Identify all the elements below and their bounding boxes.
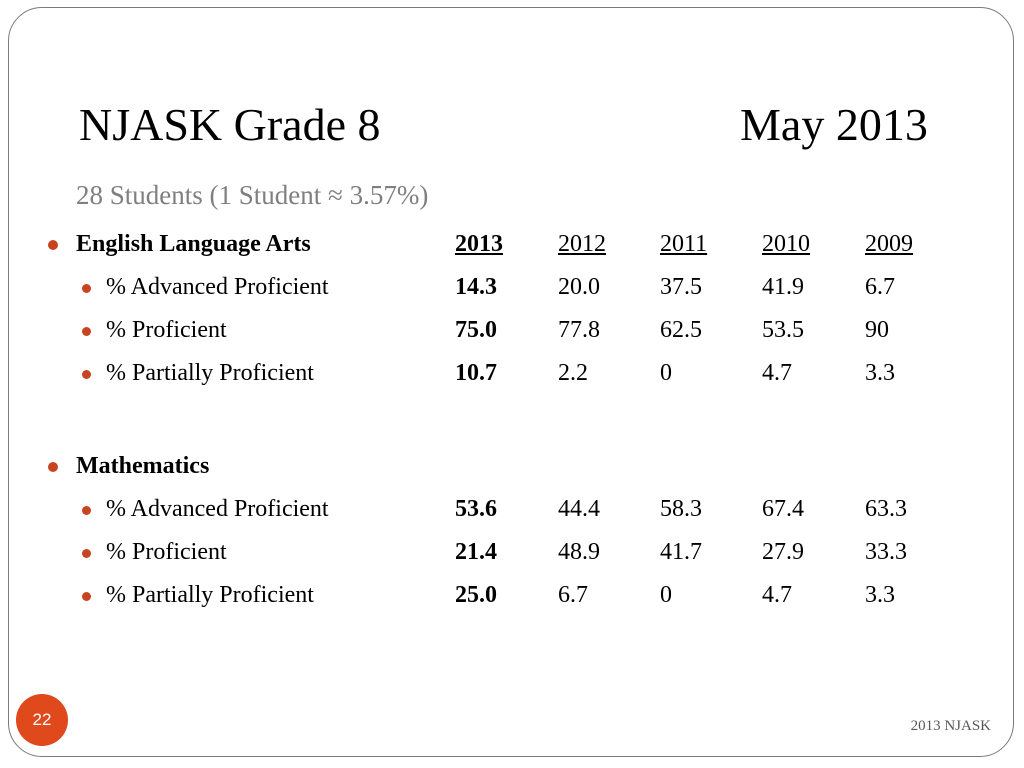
bullet-icon (82, 370, 91, 379)
year-header-2010: 2010 (762, 231, 810, 257)
value-2012: 20.0 (558, 274, 600, 300)
bullet-icon (82, 592, 91, 601)
footer-text: 2013 NJASK (910, 718, 991, 734)
row-label: % Partially Proficient (106, 582, 314, 608)
ela-proficient-row: % Proficient 75.0 77.8 62.5 53.5 90 (0, 313, 1024, 347)
value-2009: 63.3 (865, 496, 907, 522)
value-2013: 53.6 (455, 496, 497, 522)
year-header-2013: 2013 (455, 231, 503, 257)
year-header-2012: 2012 (558, 231, 606, 257)
student-count-subtitle: 28 Students (1 Student ≈ 3.57%) (76, 180, 429, 210)
value-2012: 2.2 (558, 360, 588, 386)
value-2010: 41.9 (762, 274, 804, 300)
value-2013: 25.0 (455, 582, 497, 608)
value-2010: 4.7 (762, 360, 792, 386)
value-2013: 21.4 (455, 539, 497, 565)
value-2012: 44.4 (558, 496, 600, 522)
year-header-2011: 2011 (660, 231, 708, 257)
ela-partially-proficient-row: % Partially Proficient 10.7 2.2 0 4.7 3.… (0, 356, 1024, 390)
row-label: % Partially Proficient (106, 360, 314, 386)
slide-date: May 2013 (740, 99, 928, 150)
value-2013: 75.0 (455, 317, 497, 343)
bullet-icon (82, 506, 91, 515)
page-number-badge: 22 (16, 694, 68, 746)
bullet-icon (82, 549, 91, 558)
slide-title: NJASK Grade 8 (79, 99, 381, 150)
row-label: % Proficient (106, 317, 227, 343)
value-2013: 10.7 (455, 360, 497, 386)
bullet-icon (82, 327, 91, 336)
math-partially-proficient-row: % Partially Proficient 25.0 6.7 0 4.7 3.… (0, 578, 1024, 612)
row-label: % Advanced Proficient (106, 274, 329, 300)
value-2011: 0 (660, 582, 672, 608)
value-2009: 3.3 (865, 582, 895, 608)
value-2011: 58.3 (660, 496, 702, 522)
bullet-icon (82, 284, 91, 293)
value-2009: 3.3 (865, 360, 895, 386)
value-2010: 67.4 (762, 496, 804, 522)
value-2011: 0 (660, 360, 672, 386)
row-label: % Proficient (106, 539, 227, 565)
math-proficient-row: % Proficient 21.4 48.9 41.7 27.9 33.3 (0, 535, 1024, 569)
value-2013: 14.3 (455, 274, 497, 300)
value-2011: 41.7 (660, 539, 702, 565)
math-advanced-row: % Advanced Proficient 53.6 44.4 58.3 67.… (0, 492, 1024, 526)
ela-heading-row: English Language Arts 2013 2012 2011 201… (0, 227, 1024, 261)
value-2010: 53.5 (762, 317, 804, 343)
math-heading-row: Mathematics (0, 449, 1024, 483)
value-2010: 27.9 (762, 539, 804, 565)
bullet-icon (48, 462, 58, 472)
value-2012: 77.8 (558, 317, 600, 343)
ela-advanced-row: % Advanced Proficient 14.3 20.0 37.5 41.… (0, 270, 1024, 304)
value-2010: 4.7 (762, 582, 792, 608)
row-label: % Advanced Proficient (106, 496, 329, 522)
ela-heading: English Language Arts (76, 231, 311, 257)
value-2011: 62.5 (660, 317, 702, 343)
math-heading: Mathematics (76, 453, 210, 479)
value-2009: 90 (865, 317, 889, 343)
value-2012: 48.9 (558, 539, 600, 565)
value-2011: 37.5 (660, 274, 702, 300)
value-2009: 6.7 (865, 274, 895, 300)
slide-frame (8, 7, 1014, 757)
bullet-icon (48, 240, 58, 250)
year-header-2009: 2009 (865, 231, 913, 257)
value-2009: 33.3 (865, 539, 907, 565)
value-2012: 6.7 (558, 582, 588, 608)
